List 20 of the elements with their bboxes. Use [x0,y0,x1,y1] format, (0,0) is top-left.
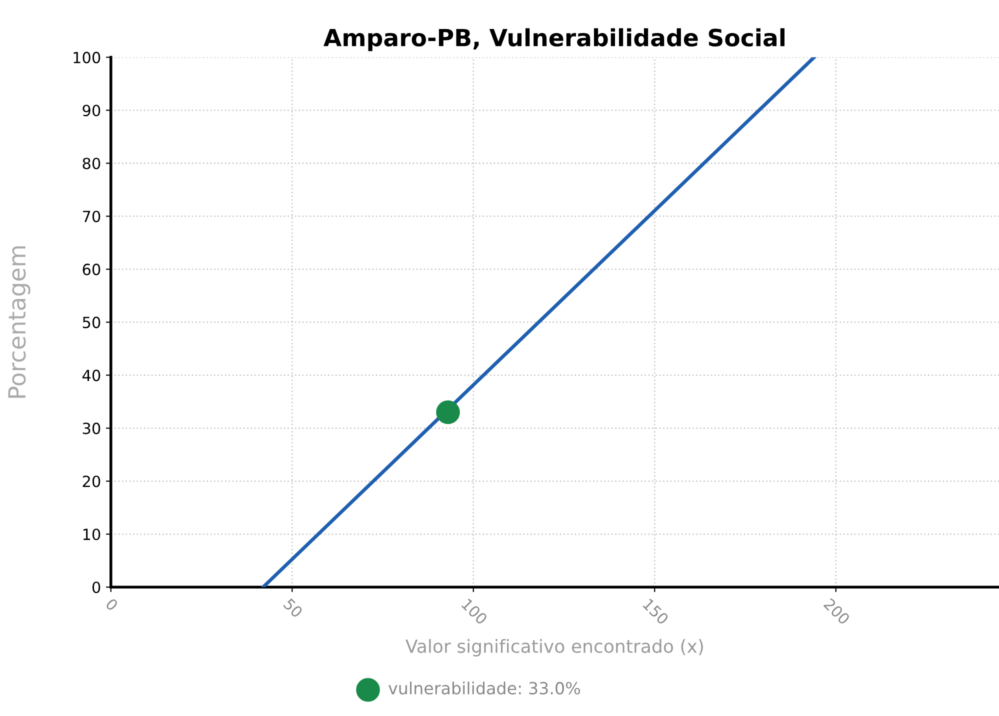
legend-label: vulnerabilidade: 33.0% [388,682,580,694]
y-tick-label: 70 [82,210,100,222]
y-axis-title: Porcentagem [8,246,30,398]
x-tick-label: 100 [461,598,488,626]
x-axis-title: Valor significativo encontrado (x) [406,639,703,657]
y-tick-label: 60 [82,264,100,276]
y-tick-label: 10 [83,528,100,540]
x-tick-label: 0 [105,598,119,612]
y-tick-label: 20 [82,476,100,488]
x-tick-label: 200 [823,598,851,626]
y-tick-label: 30 [82,422,100,434]
y-tick-label: 0 [92,582,100,594]
y-tick-label: 100 [74,52,100,64]
x-tick-label: 50 [282,598,304,618]
y-tick-label: 40 [82,370,100,382]
chart-title: Amparo-PB, Vulnerabilidade Social [324,28,784,52]
y-tick-label: 50 [82,316,100,328]
y-tick-label: 90 [82,104,100,116]
y-tick-label: 80 [82,158,100,170]
x-tick-label: 150 [642,598,670,626]
